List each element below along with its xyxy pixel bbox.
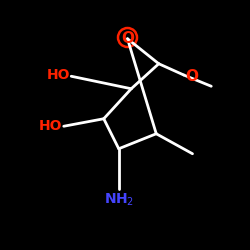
Text: NH$_2$: NH$_2$ bbox=[104, 191, 134, 208]
Text: HO: HO bbox=[39, 119, 62, 133]
Text: O: O bbox=[121, 31, 134, 46]
Text: HO: HO bbox=[46, 68, 70, 82]
Text: O: O bbox=[185, 69, 198, 84]
